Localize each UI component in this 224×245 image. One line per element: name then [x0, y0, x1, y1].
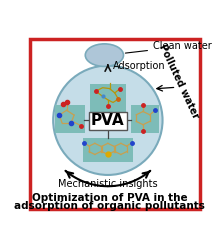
- Ellipse shape: [85, 44, 123, 66]
- Text: adsorption of organic pollutants: adsorption of organic pollutants: [14, 201, 205, 211]
- Text: PVA: PVA: [91, 113, 125, 128]
- Circle shape: [53, 66, 163, 175]
- Text: Optimization of PVA in the: Optimization of PVA in the: [32, 193, 187, 203]
- FancyBboxPatch shape: [131, 105, 159, 133]
- Text: Mechanistic insights: Mechanistic insights: [58, 179, 158, 189]
- Text: Polluted water: Polluted water: [157, 42, 201, 120]
- FancyBboxPatch shape: [83, 138, 133, 161]
- FancyBboxPatch shape: [90, 84, 126, 112]
- Text: Clean water: Clean water: [125, 41, 212, 53]
- Text: Adsorption: Adsorption: [113, 61, 166, 71]
- FancyBboxPatch shape: [55, 105, 85, 133]
- FancyBboxPatch shape: [89, 111, 127, 130]
